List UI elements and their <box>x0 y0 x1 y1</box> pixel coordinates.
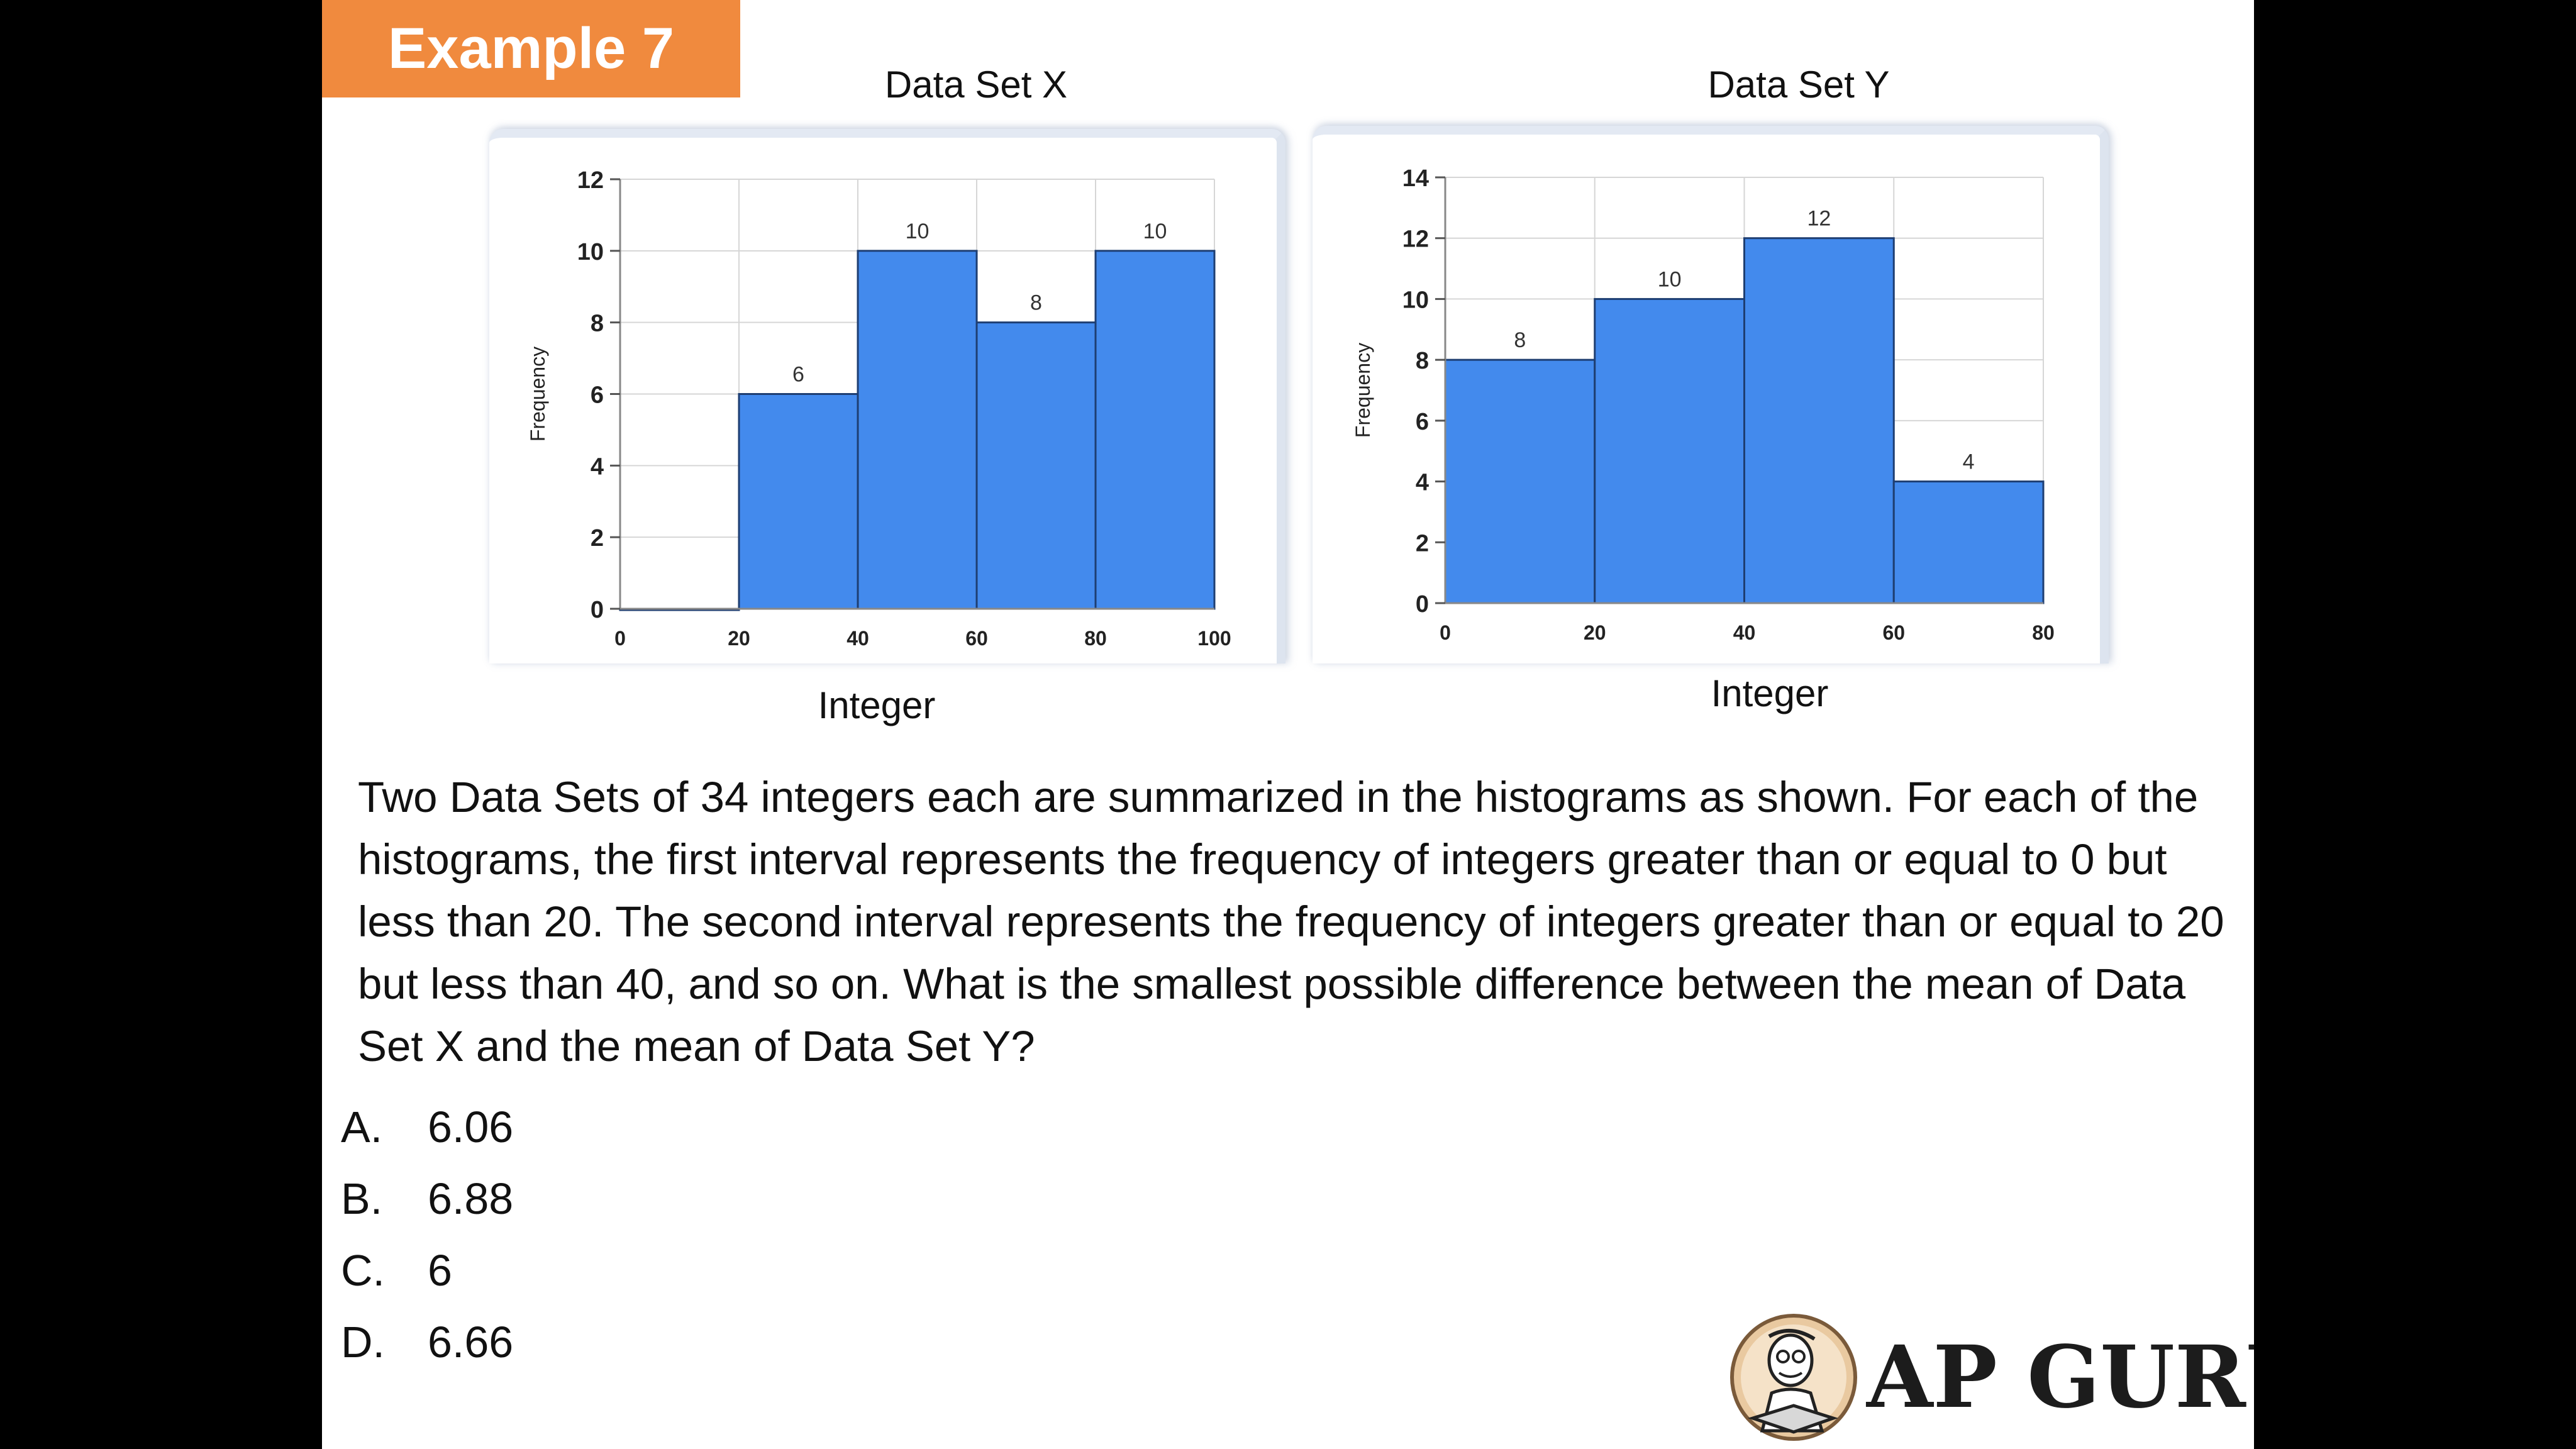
histogram-bar <box>738 393 859 610</box>
x-tick-label: 40 <box>847 627 869 650</box>
answer-option-a[interactable]: A. 6.06 <box>341 1102 513 1174</box>
option-letter: B. <box>341 1174 383 1223</box>
option-value: 6.06 <box>428 1102 514 1152</box>
y-tick-label: 4 <box>591 453 604 480</box>
histogram-bar <box>1094 250 1216 610</box>
answer-option-c[interactable]: C. 6 <box>341 1245 513 1317</box>
y-tick-label: 6 <box>591 382 604 409</box>
y-tick-label: 2 <box>591 525 604 552</box>
bar-value-label: 6 <box>792 363 804 387</box>
x-tick-label: 60 <box>1882 621 1905 644</box>
y-tick-label: 6 <box>1416 409 1429 435</box>
histogram-bar <box>857 250 978 610</box>
y-tick-label: 0 <box>1416 591 1429 618</box>
y-tick-label: 10 <box>577 239 604 265</box>
y-tick-label: 4 <box>1416 470 1429 496</box>
histogram-bar <box>1444 358 1596 604</box>
bar-value-label: 12 <box>1807 207 1831 231</box>
y-tick-label: 8 <box>1416 348 1429 374</box>
x-axis-title-y: Integer <box>1711 672 1829 714</box>
option-value: 6.66 <box>428 1318 514 1367</box>
x-tick-label: 60 <box>965 627 988 650</box>
bar-value-label: 8 <box>1514 328 1526 352</box>
x-tick-label: 40 <box>1733 621 1756 644</box>
y-tick-label: 14 <box>1402 165 1429 192</box>
histogram-bar <box>1594 297 1745 604</box>
y-axis-title: Frequency <box>1352 343 1374 438</box>
y-tick-label: 0 <box>591 597 604 623</box>
histogram-bar <box>975 321 1097 610</box>
reading-character-icon <box>1730 1314 1857 1441</box>
slide: Example 7 Data Set X Data Set Y 6 10 8 10 0 2… <box>322 0 2254 1449</box>
histogram-y-panel: 8 10 12 4 0 2 4 6 8 10 12 14 0 20 40 60 80 Frequency <box>1313 126 2109 663</box>
x-tick-label: 20 <box>728 627 750 650</box>
bar-value-label: 8 <box>1030 291 1042 315</box>
bar-value-label: 4 <box>1963 450 1975 474</box>
answer-options: A. 6.06 B. 6.88 C. 6 D. 6.66 <box>341 1102 513 1389</box>
x-tick-label: 80 <box>1084 627 1107 650</box>
option-letter: C. <box>341 1246 385 1295</box>
bar-value-label: 10 <box>1658 267 1682 291</box>
x-tick-label: 0 <box>1440 621 1451 644</box>
bar-value-label: 10 <box>1143 219 1167 243</box>
ap-guru-logo <box>1730 1314 1857 1441</box>
option-value: 6 <box>428 1246 452 1295</box>
histogram-bar <box>1743 237 1895 604</box>
histogram-bar <box>1892 480 2045 604</box>
histogram-x-panel: 6 10 8 10 0 2 4 6 8 10 12 0 20 40 60 80 100 Frequency <box>489 129 1285 663</box>
x-axis-title-x: Integer <box>818 684 936 726</box>
answer-option-b[interactable]: B. 6.88 <box>341 1174 513 1245</box>
option-letter: A. <box>341 1102 383 1152</box>
option-value: 6.88 <box>428 1174 514 1223</box>
y-axis-title: Frequency <box>526 347 549 441</box>
option-letter: D. <box>341 1318 385 1367</box>
example-badge: Example 7 <box>322 0 740 97</box>
question-text: Two Data Sets of 34 integers each are su… <box>358 773 2224 1070</box>
bar-value-label: 10 <box>906 219 930 243</box>
y-tick-label: 10 <box>1402 287 1429 313</box>
x-tick-label: 0 <box>614 627 626 650</box>
x-tick-label: 20 <box>1584 621 1606 644</box>
y-tick-label: 2 <box>1416 530 1429 557</box>
answer-option-d[interactable]: D. 6.66 <box>341 1317 513 1389</box>
chart-title-x: Data Set X <box>884 64 1068 106</box>
x-tick-label: 100 <box>1197 627 1231 650</box>
y-tick-label: 12 <box>1402 226 1429 253</box>
logo-text: AP GURU <box>1867 1327 2254 1428</box>
chart-title-y: Data Set Y <box>1707 64 1890 106</box>
x-tick-label: 80 <box>2032 621 2055 644</box>
y-tick-label: 8 <box>591 311 604 337</box>
y-tick-label: 12 <box>577 167 604 194</box>
